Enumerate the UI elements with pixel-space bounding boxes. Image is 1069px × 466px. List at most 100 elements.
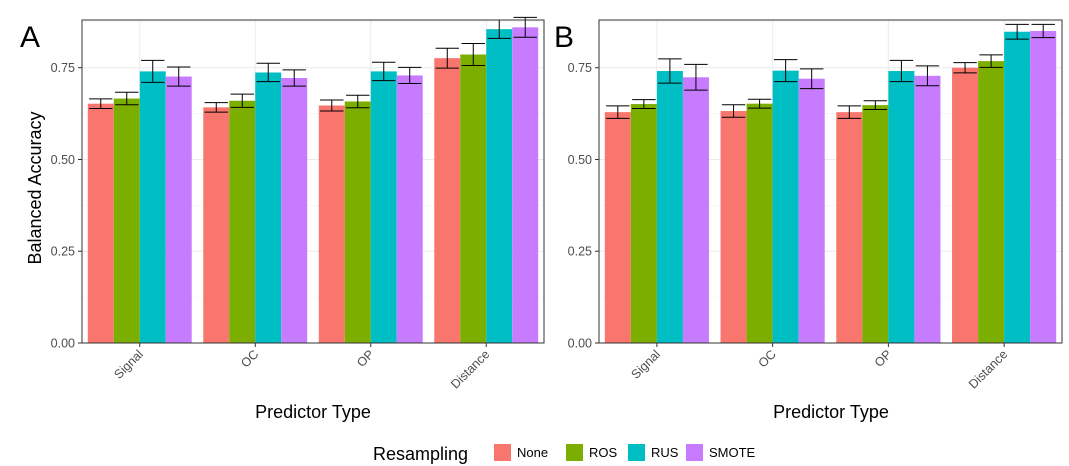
error-bar-smote-signal bbox=[167, 66, 191, 87]
error-bar-none-op bbox=[320, 99, 344, 112]
error-bar-smote-oc bbox=[282, 69, 306, 87]
legend-label-rus: RUS bbox=[651, 445, 679, 460]
bars bbox=[87, 27, 539, 344]
error-bar-ros-distance bbox=[979, 54, 1003, 68]
error-bar-none-distance bbox=[435, 47, 459, 69]
legend-items: None ROS RUS SMOTE bbox=[494, 444, 756, 461]
error-bar-rus-op bbox=[372, 61, 396, 82]
error-bars bbox=[606, 23, 1055, 119]
y-tick-label: 0.50 bbox=[51, 153, 75, 167]
bar-smote-signal bbox=[682, 77, 709, 343]
error-bars bbox=[89, 16, 537, 113]
error-bar-rus-oc bbox=[773, 59, 798, 83]
panel-b: B 0.00 0.25 0.50 0.75 Signal OC OP Distance Pre… bbox=[554, 19, 1063, 422]
bar-none-signal bbox=[87, 103, 114, 343]
bar-smote-op bbox=[914, 75, 941, 344]
error-bar-none-oc bbox=[204, 102, 228, 113]
panel-b-letter: B bbox=[554, 21, 574, 54]
bar-rus-oc bbox=[255, 72, 282, 344]
bars bbox=[604, 31, 1057, 344]
bar-smote-signal bbox=[165, 76, 192, 344]
x-tick-label: OP bbox=[872, 347, 895, 370]
panel-a-letter: A bbox=[20, 21, 40, 54]
y-tick-label: 0.50 bbox=[568, 153, 592, 167]
legend-item-rus: RUS bbox=[628, 444, 679, 461]
panel-b-plot-area: 0.00 0.25 0.50 0.75 Signal OC OP Distance bbox=[568, 19, 1063, 392]
legend-label-smote: SMOTE bbox=[709, 445, 756, 460]
error-bar-smote-op bbox=[398, 66, 422, 84]
legend-label-ros: ROS bbox=[589, 445, 618, 460]
y-tick-label: 0.75 bbox=[568, 61, 592, 75]
error-bar-rus-signal bbox=[141, 59, 165, 83]
error-bar-none-distance bbox=[953, 62, 977, 74]
bar-rus-op bbox=[370, 71, 397, 344]
error-bar-ros-signal bbox=[115, 91, 139, 106]
legend-item-ros: ROS bbox=[566, 444, 618, 461]
bar-ros-signal bbox=[113, 98, 140, 343]
bar-none-op bbox=[318, 105, 345, 343]
error-bar-none-oc bbox=[721, 104, 746, 118]
legend-item-smote: SMOTE bbox=[686, 444, 756, 461]
panel-a-y-axis-title: Balanced Accuracy bbox=[25, 111, 45, 264]
y-tick-label: 0.25 bbox=[568, 245, 592, 259]
bar-smote-op bbox=[396, 75, 423, 344]
bar-none-distance bbox=[952, 67, 979, 343]
bar-rus-signal bbox=[139, 71, 166, 344]
error-bar-rus-signal bbox=[658, 58, 682, 84]
bar-none-op bbox=[836, 112, 863, 343]
error-bar-ros-distance bbox=[461, 42, 485, 67]
x-tick-label: Distance bbox=[966, 347, 1010, 391]
bar-ros-op bbox=[344, 101, 371, 343]
error-bar-smote-distance bbox=[513, 16, 537, 38]
legend: Resampling None ROS RUS SMOTE bbox=[373, 444, 756, 464]
legend-key-rus bbox=[628, 444, 645, 461]
bar-rus-signal bbox=[656, 71, 683, 343]
x-tick-label: OP bbox=[354, 347, 377, 370]
bar-ros-distance bbox=[460, 54, 487, 344]
error-bar-none-op bbox=[837, 105, 862, 119]
panel-a-x-axis-title: Predictor Type bbox=[255, 402, 371, 422]
y-tick-label: 0.25 bbox=[51, 245, 75, 259]
x-tick-label: OC bbox=[756, 347, 779, 370]
error-bar-rus-oc bbox=[256, 62, 280, 83]
legend-key-none bbox=[494, 444, 511, 461]
x-tick-label: Distance bbox=[448, 347, 492, 391]
error-bar-ros-op bbox=[863, 100, 888, 111]
bar-rus-op bbox=[888, 71, 915, 343]
legend-title: Resampling bbox=[373, 444, 468, 464]
bar-smote-distance bbox=[512, 27, 539, 343]
error-bar-rus-distance bbox=[1005, 23, 1029, 40]
bar-smote-oc bbox=[798, 78, 825, 344]
error-bar-ros-oc bbox=[230, 93, 254, 108]
error-bar-smote-oc bbox=[799, 68, 824, 90]
error-bar-smote-op bbox=[915, 65, 940, 87]
error-bar-smote-distance bbox=[1031, 23, 1055, 39]
bar-rus-oc bbox=[772, 70, 799, 343]
error-bar-none-signal bbox=[89, 98, 113, 109]
y-tick-label: 0.00 bbox=[568, 337, 592, 351]
x-tick-label: OC bbox=[238, 347, 261, 370]
legend-item-none: None bbox=[494, 444, 548, 461]
panel-a-plot-area: 0.00 0.25 0.50 0.75 Signal OC OP Distance bbox=[51, 16, 545, 392]
bar-smote-distance bbox=[1030, 31, 1057, 344]
error-bar-ros-signal bbox=[632, 99, 656, 109]
bar-rus-distance bbox=[1004, 31, 1031, 344]
panel-border bbox=[598, 19, 1063, 344]
panel-b-x-axis-title: Predictor Type bbox=[773, 402, 889, 422]
error-bar-ros-oc bbox=[747, 98, 772, 109]
error-bar-ros-op bbox=[346, 94, 370, 109]
bar-ros-signal bbox=[630, 104, 657, 343]
x-tick-label: Signal bbox=[629, 347, 663, 381]
bar-ros-distance bbox=[978, 61, 1005, 343]
error-bar-none-signal bbox=[606, 105, 630, 119]
legend-key-ros bbox=[566, 444, 583, 461]
bar-ros-op bbox=[862, 105, 889, 344]
bar-ros-oc bbox=[229, 100, 256, 343]
bar-none-signal bbox=[604, 112, 631, 343]
legend-label-none: None bbox=[517, 445, 548, 460]
bar-none-oc bbox=[720, 111, 747, 343]
y-tick-label: 0.75 bbox=[51, 61, 75, 75]
panel-border bbox=[81, 19, 545, 344]
bar-smote-oc bbox=[281, 77, 308, 344]
